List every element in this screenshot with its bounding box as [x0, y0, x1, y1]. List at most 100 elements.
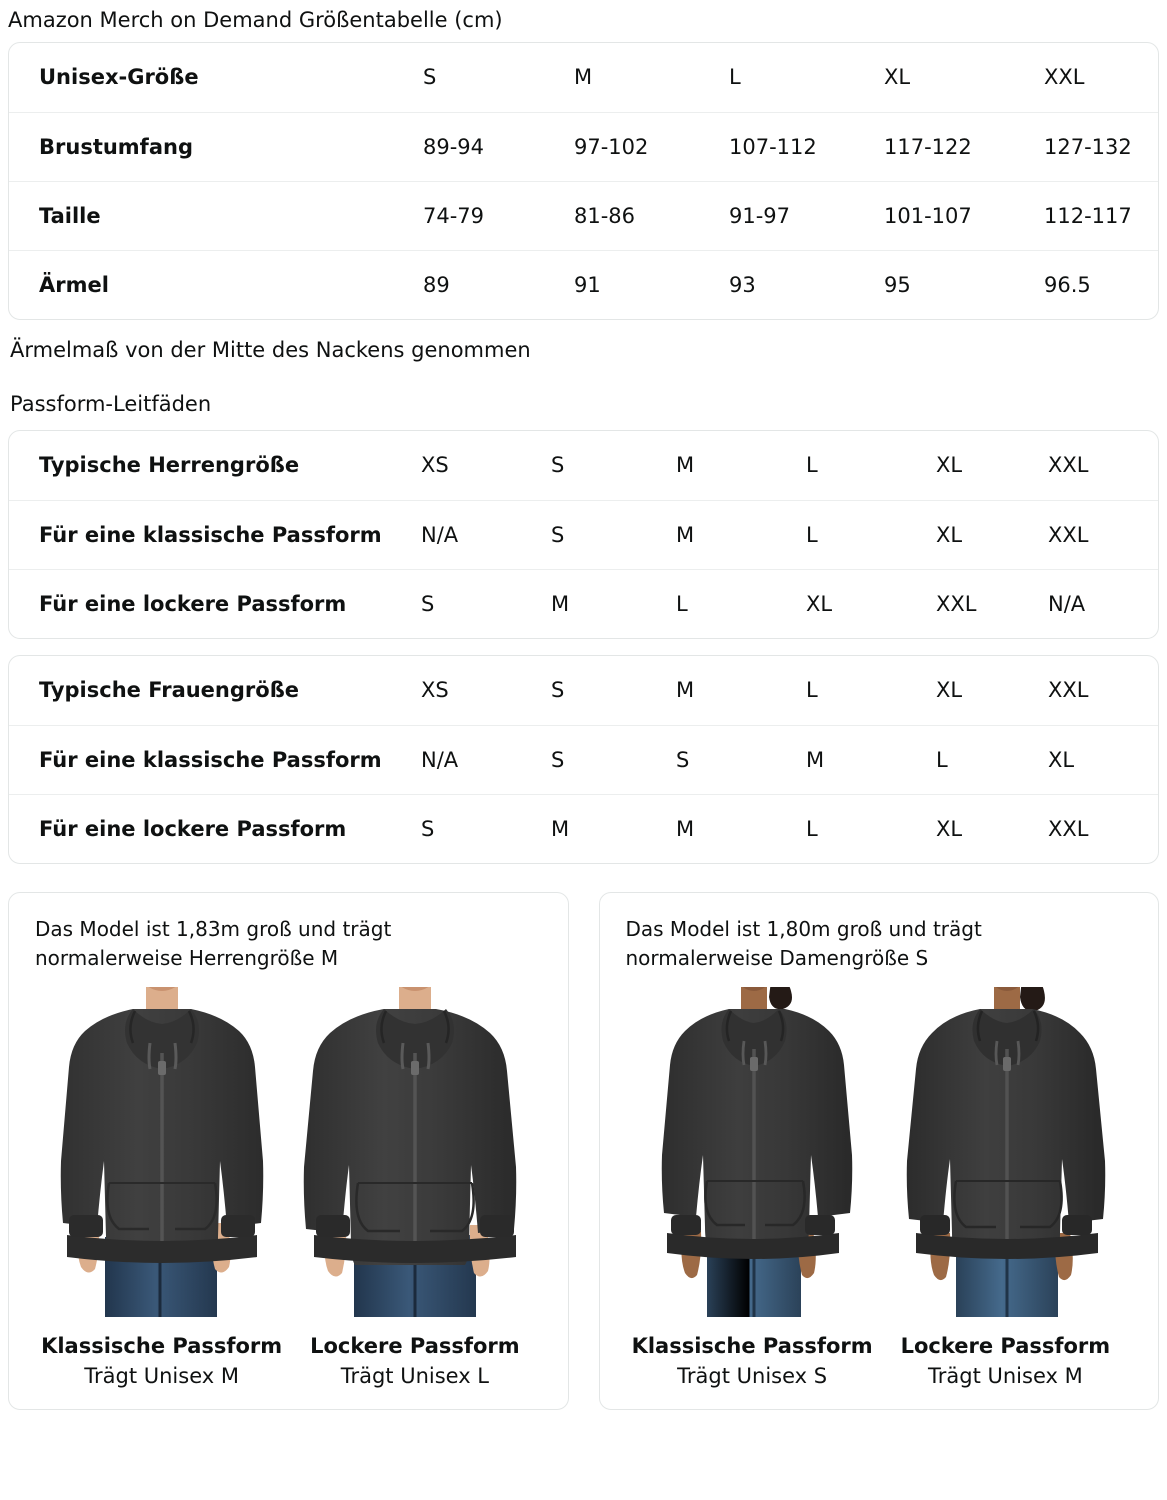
mens-fit-table-card: Typische Herrengröße XS S M L XL XXL Für…	[8, 430, 1159, 639]
measurement-table: Unisex-Größe S M L XL XXL Brustumfang 89…	[9, 43, 1158, 319]
table-row: Brustumfang 89-94 97-102 107-112 117-122…	[9, 111, 1158, 181]
model-description: Das Model ist 1,83m groß und trägt norma…	[35, 917, 392, 970]
cell: L	[804, 793, 934, 863]
cell: S	[419, 568, 549, 638]
cell: N/A	[1046, 568, 1158, 638]
cell: XXL	[1048, 453, 1089, 478]
model-photo-male-loose	[300, 987, 530, 1317]
cell: XXL	[1046, 793, 1158, 863]
cell: XXL	[1044, 65, 1085, 90]
cell: XL	[936, 678, 963, 703]
cell: 91-97	[727, 180, 882, 250]
cell: S	[674, 724, 804, 794]
model-photo-female-classic	[645, 987, 860, 1317]
row-label: Typische Frauengröße	[39, 678, 300, 703]
cell: 74-79	[421, 180, 572, 250]
fit-name: Klassische Passform	[41, 1334, 283, 1358]
cell: 89-94	[421, 111, 572, 181]
cell: S	[423, 65, 437, 90]
cell: XL	[884, 65, 911, 90]
cell: L	[806, 453, 818, 478]
cell: XL	[934, 793, 1046, 863]
cell: 101-107	[882, 180, 1042, 250]
cell: L	[674, 568, 804, 638]
figure-classic-fit	[626, 987, 879, 1317]
figure-caption: Klassische Passform Trägt Unisex S	[626, 1331, 879, 1391]
table-row: Taille 74-79 81-86 91-97 101-107 112-117	[9, 180, 1158, 250]
mens-fit-table: Typische Herrengröße XS S M L XL XXL Für…	[9, 431, 1158, 638]
cell: 93	[727, 249, 882, 319]
model-photo-female-loose	[898, 987, 1113, 1317]
cell: 95	[882, 249, 1042, 319]
cell: XS	[421, 453, 449, 478]
fit-wears: Trägt Unisex M	[84, 1364, 239, 1388]
cell: S	[551, 453, 565, 478]
cell: 107-112	[727, 111, 882, 181]
row-label: Unisex-Größe	[39, 65, 199, 90]
cell: 81-86	[572, 180, 727, 250]
cell: XL	[1046, 724, 1158, 794]
model-description: Das Model ist 1,80m groß und trägt norma…	[625, 917, 982, 970]
cell: L	[804, 499, 934, 569]
cell: 112-117	[1042, 180, 1158, 250]
cell: 96.5	[1042, 249, 1158, 319]
male-model-illustration	[60, 987, 263, 1317]
cell: S	[549, 724, 674, 794]
cell: 117-122	[882, 111, 1042, 181]
cell: XL	[936, 453, 963, 478]
figure-loose-fit	[288, 987, 541, 1317]
figure-caption: Lockere Passform Trägt Unisex M	[879, 1331, 1132, 1391]
table-row: Unisex-Größe S M L XL XXL	[9, 43, 1158, 112]
row-label: Taille	[9, 180, 421, 250]
fit-wears: Trägt Unisex L	[340, 1364, 490, 1388]
row-label: Für eine klassische Passform	[9, 499, 419, 569]
cell: M	[549, 793, 674, 863]
table-spacer	[8, 639, 1159, 655]
cell: M	[676, 678, 695, 703]
cell: XL	[804, 568, 934, 638]
figure-caption: Lockere Passform Trägt Unisex L	[288, 1331, 541, 1391]
table-row: Für eine lockere Passform S M L XL XXL N…	[9, 568, 1158, 638]
womens-fit-table-card: Typische Frauengröße XS S M L XL XXL Für…	[8, 655, 1159, 864]
fit-name: Lockere Passform	[900, 1334, 1111, 1358]
cell: N/A	[419, 499, 549, 569]
row-label: Typische Herrengröße	[39, 453, 300, 478]
row-label: Für eine klassische Passform	[9, 724, 419, 794]
cell: XXL	[934, 568, 1046, 638]
cell: S	[419, 793, 549, 863]
table-row: Typische Frauengröße XS S M L XL XXL	[9, 656, 1158, 725]
figure-loose-fit	[879, 987, 1132, 1317]
row-label: Für eine lockere Passform	[9, 793, 419, 863]
row-label: Ärmel	[9, 249, 421, 319]
cell: M	[549, 568, 674, 638]
model-figures	[35, 987, 542, 1317]
table-row: Ärmel 89 91 93 95 96.5	[9, 249, 1158, 319]
measurement-table-card: Unisex-Größe S M L XL XXL Brustumfang 89…	[8, 42, 1159, 320]
fit-wears: Trägt Unisex M	[928, 1364, 1083, 1388]
cell: XL	[934, 499, 1046, 569]
fit-name: Klassische Passform	[631, 1334, 873, 1358]
womens-fit-table: Typische Frauengröße XS S M L XL XXL Für…	[9, 656, 1158, 863]
female-model-illustration	[661, 987, 852, 1317]
model-figures	[626, 987, 1133, 1317]
cell: XXL	[1048, 678, 1089, 703]
table-row: Für eine klassische Passform N/A S M L X…	[9, 499, 1158, 569]
male-model-illustration	[303, 987, 517, 1317]
table-row: Typische Herrengröße XS S M L XL XXL	[9, 431, 1158, 500]
figure-captions: Klassische Passform Trägt Unisex S Locke…	[626, 1331, 1133, 1391]
cell: S	[551, 678, 565, 703]
cell: XXL	[1046, 499, 1158, 569]
female-model-illustration	[906, 987, 1106, 1317]
fit-guides-heading: Passform-Leitfäden	[10, 392, 212, 416]
model-photo-male-classic	[47, 987, 277, 1317]
cell: 89	[421, 249, 572, 319]
cell: S	[549, 499, 674, 569]
cell: L	[729, 65, 741, 90]
figure-classic-fit	[35, 987, 288, 1317]
cell: M	[674, 499, 804, 569]
cell: L	[934, 724, 1046, 794]
model-cards: Das Model ist 1,83m groß und trägt norma…	[8, 892, 1159, 1410]
cell: 91	[572, 249, 727, 319]
model-card-womens: Das Model ist 1,80m groß und trägt norma…	[598, 892, 1159, 1410]
